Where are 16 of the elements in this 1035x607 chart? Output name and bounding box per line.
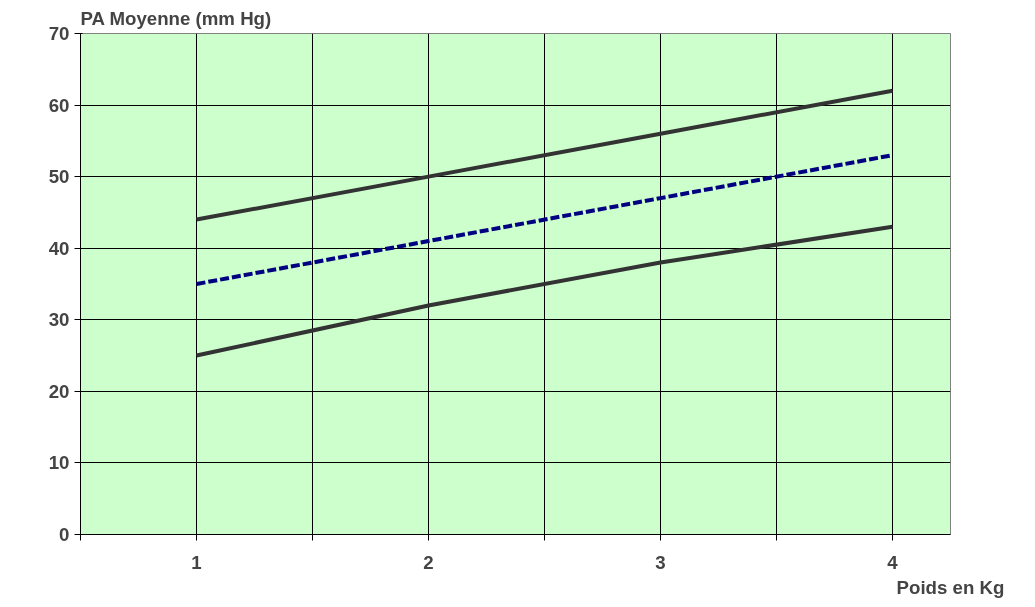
y-tick-label: 0 [59,524,70,545]
y-tick-label: 20 [48,380,70,402]
x-tick-label: 4 [887,551,899,573]
y-tick-label: 10 [48,452,70,474]
x-tick-label: 1 [191,551,202,573]
x-tick-label: 3 [655,551,666,573]
y-tick-label: 30 [48,309,70,331]
y-tick-label: 60 [48,94,70,116]
y-axis-title: PA Moyenne (mm Hg) [80,7,272,29]
line-series [194,88,895,222]
line-series [194,224,895,358]
x-axis-title: Poids en Kg [896,576,1005,598]
y-tick-label: 40 [48,237,70,259]
y-tick-label: 50 [48,166,70,188]
x-tick-label: 2 [423,551,434,573]
y-tick-label: 70 [48,23,70,44]
